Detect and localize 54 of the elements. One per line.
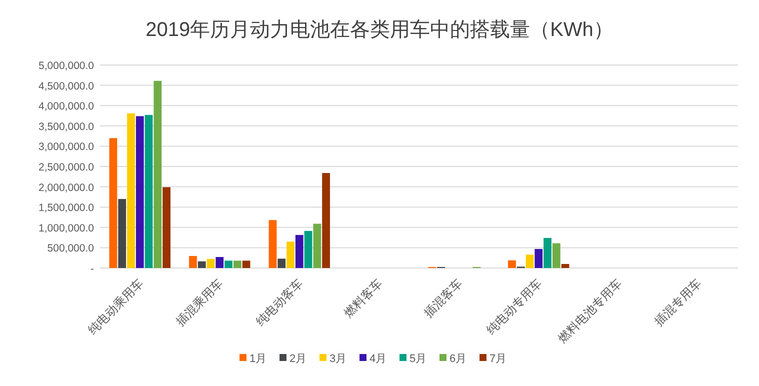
bar bbox=[198, 261, 206, 268]
bar bbox=[118, 198, 126, 268]
x-tick-label: 插混客车 bbox=[421, 276, 465, 320]
y-tick-label: 2,000,000.0 bbox=[38, 182, 94, 194]
x-tick-label: 插混乘用车 bbox=[173, 276, 226, 329]
legend-label: 1月 bbox=[250, 353, 267, 365]
bar bbox=[144, 114, 153, 268]
bar bbox=[154, 80, 162, 268]
bar bbox=[216, 256, 224, 268]
bar bbox=[286, 242, 294, 268]
x-tick-label: 纯电动乘用车 bbox=[85, 276, 146, 338]
bar bbox=[313, 224, 322, 268]
legend-label: 2月 bbox=[290, 353, 307, 365]
bar bbox=[534, 248, 543, 268]
y-tick-label: 5,000,000.0 bbox=[38, 60, 94, 72]
bar bbox=[268, 220, 277, 268]
bar bbox=[109, 138, 118, 268]
bar bbox=[224, 260, 232, 268]
x-tick-label: 插混专用车 bbox=[652, 276, 704, 329]
y-tick-label: 4,000,000.0 bbox=[38, 100, 94, 113]
bar bbox=[552, 243, 560, 268]
bar bbox=[561, 264, 570, 268]
x-tick-label: 燃料客车 bbox=[341, 276, 386, 320]
bar bbox=[189, 256, 197, 268]
y-tick-label: 4,500,000.0 bbox=[38, 80, 94, 92]
bar bbox=[136, 116, 144, 268]
y-tick-label: - bbox=[90, 263, 94, 275]
bar bbox=[508, 260, 516, 268]
x-tick-label: 纯电动专用车 bbox=[484, 276, 545, 338]
bar bbox=[304, 230, 312, 268]
bar bbox=[295, 234, 304, 268]
y-tick-label: 1,000,000.0 bbox=[38, 222, 94, 234]
legend-label: 7月 bbox=[490, 353, 507, 365]
bar bbox=[322, 172, 330, 268]
bar bbox=[162, 187, 170, 268]
x-tick-label: 燃料电池专用车 bbox=[555, 276, 624, 346]
y-tick-label: 2,500,000.0 bbox=[38, 162, 94, 174]
y-tick-label: 1,500,000.0 bbox=[38, 202, 94, 214]
y-tick-label: 3,000,000.0 bbox=[38, 141, 94, 154]
y-tick-label: 3,500,000.0 bbox=[38, 120, 94, 133]
y-tick-label: 500,000.0 bbox=[47, 242, 94, 255]
chart-title: 2019年历月动力电池在各类用车中的搭载量（KWh） bbox=[146, 19, 614, 41]
legend-label: 3月 bbox=[330, 353, 347, 365]
legend-label: 6月 bbox=[450, 353, 467, 365]
bar bbox=[242, 260, 250, 268]
bar bbox=[233, 260, 242, 268]
x-tick-label: 纯电动客车 bbox=[253, 276, 306, 329]
bar bbox=[526, 254, 534, 268]
bar bbox=[544, 238, 552, 268]
legend-label: 5月 bbox=[410, 353, 427, 365]
bar bbox=[206, 258, 215, 268]
bar bbox=[278, 258, 286, 268]
bar bbox=[127, 113, 135, 268]
legend-label: 4月 bbox=[370, 353, 387, 365]
